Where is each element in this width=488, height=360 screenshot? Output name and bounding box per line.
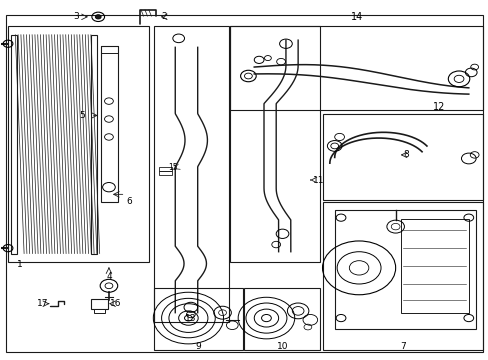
Text: 13: 13 <box>185 314 196 323</box>
Text: 7: 7 <box>399 342 405 351</box>
Bar <box>400 220 468 313</box>
Text: 8: 8 <box>402 150 408 159</box>
Bar <box>229 26 483 110</box>
Text: 14: 14 <box>350 12 362 22</box>
Text: 16: 16 <box>110 299 122 308</box>
Text: 2: 2 <box>161 12 167 21</box>
Text: 1: 1 <box>17 260 23 269</box>
Bar <box>322 114 483 200</box>
Bar <box>8 26 149 262</box>
Text: 6: 6 <box>126 197 132 206</box>
Bar <box>322 202 483 350</box>
Bar <box>11 35 17 253</box>
Bar <box>101 45 118 202</box>
Text: 4: 4 <box>106 272 112 281</box>
Bar <box>229 26 320 262</box>
Text: 17: 17 <box>37 299 48 308</box>
Text: 9: 9 <box>195 342 201 351</box>
Bar <box>154 288 242 350</box>
Bar <box>91 35 97 253</box>
Text: 15: 15 <box>168 163 177 172</box>
Bar <box>159 167 172 171</box>
Bar <box>91 299 108 309</box>
Bar <box>101 45 118 53</box>
Bar <box>94 309 104 313</box>
Bar <box>334 211 475 329</box>
Bar <box>159 171 172 175</box>
Text: 11: 11 <box>312 176 324 185</box>
Text: 5: 5 <box>80 111 85 120</box>
Circle shape <box>95 15 101 19</box>
Text: 10: 10 <box>276 342 288 351</box>
Text: 3: 3 <box>73 12 79 21</box>
Text: 12: 12 <box>432 102 445 112</box>
Bar <box>244 288 320 350</box>
Bar <box>154 26 228 321</box>
